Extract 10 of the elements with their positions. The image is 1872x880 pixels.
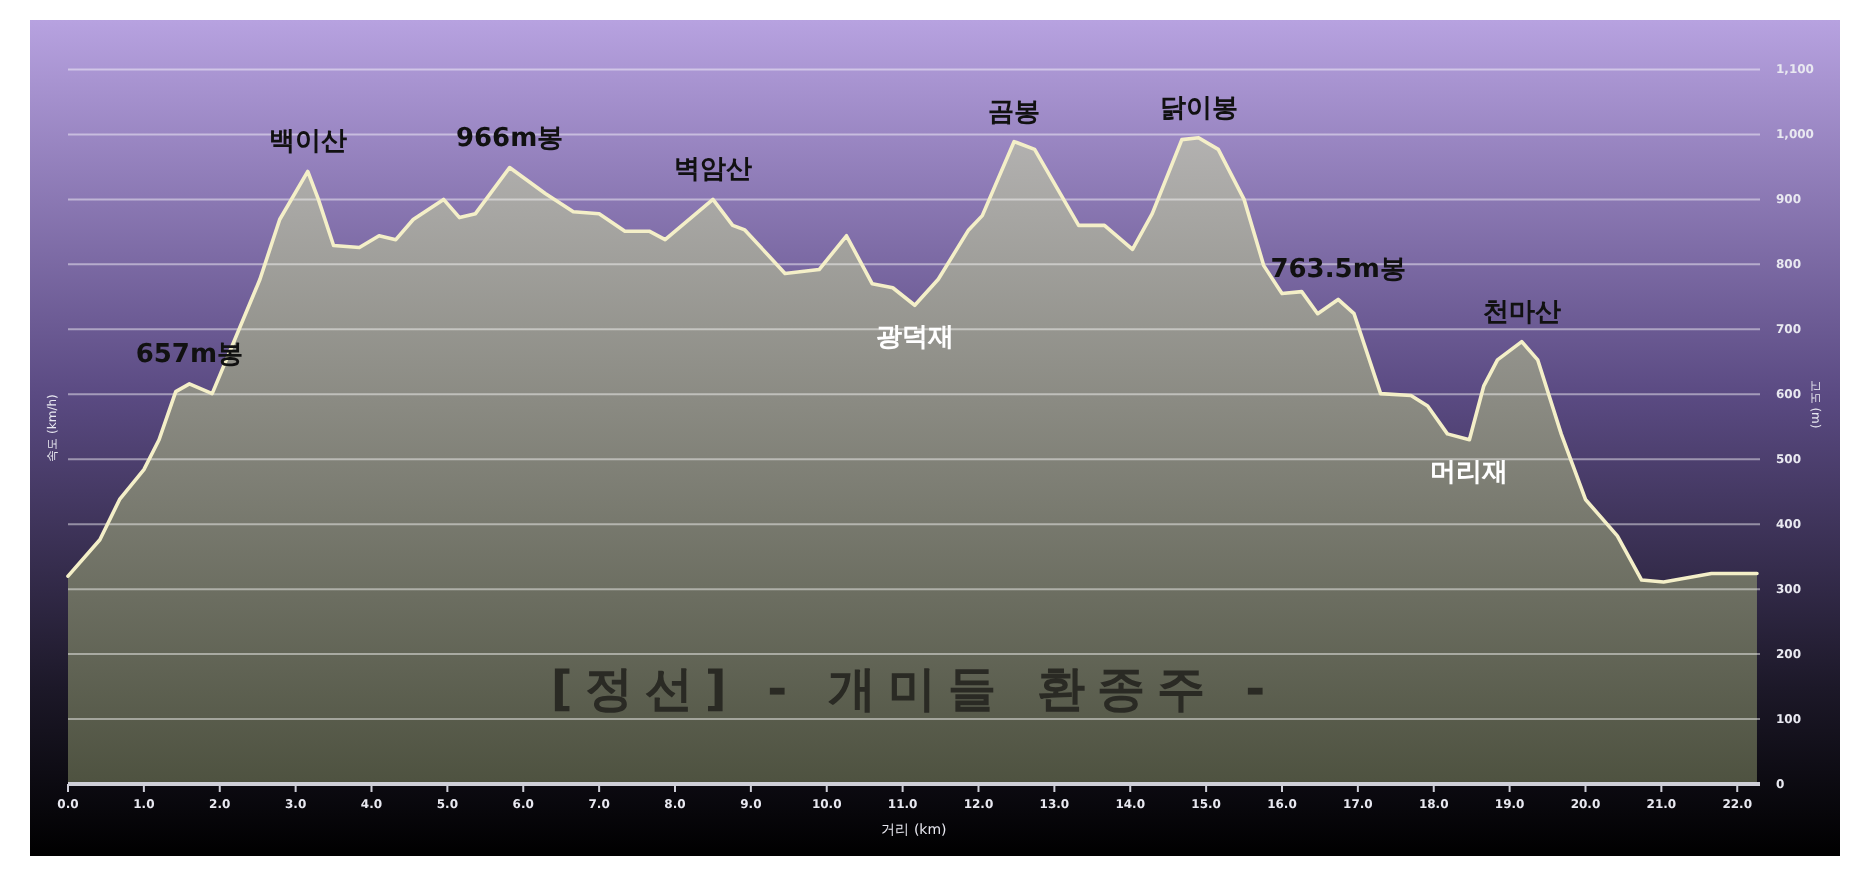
annotation: 벽암산 bbox=[673, 155, 752, 186]
annotation: 966m봉 bbox=[455, 123, 564, 154]
annotation: 763.5m봉 bbox=[1270, 255, 1406, 286]
annotation: 광덕재 bbox=[875, 323, 954, 354]
annotation: 머리재 bbox=[1430, 457, 1509, 488]
annotation: 곰봉 bbox=[988, 97, 1041, 128]
annotation: 백이산 bbox=[268, 127, 347, 158]
text: [정선] - 개미들 환종주 - bbox=[550, 660, 1278, 717]
annotation: 닭이봉 bbox=[1159, 93, 1238, 124]
annotation: 천마산 bbox=[1482, 297, 1561, 328]
